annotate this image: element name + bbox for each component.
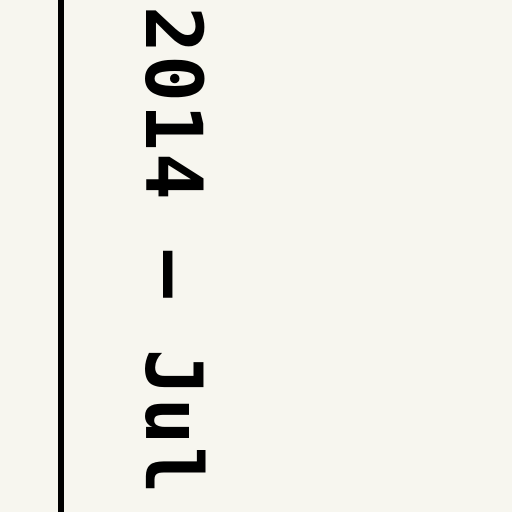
timeline-date-label: 2014 – Jul [56, 0, 288, 512]
timeline-axis-line [58, 0, 64, 512]
timeline-date-text: 2014 – Jul [127, 6, 217, 496]
